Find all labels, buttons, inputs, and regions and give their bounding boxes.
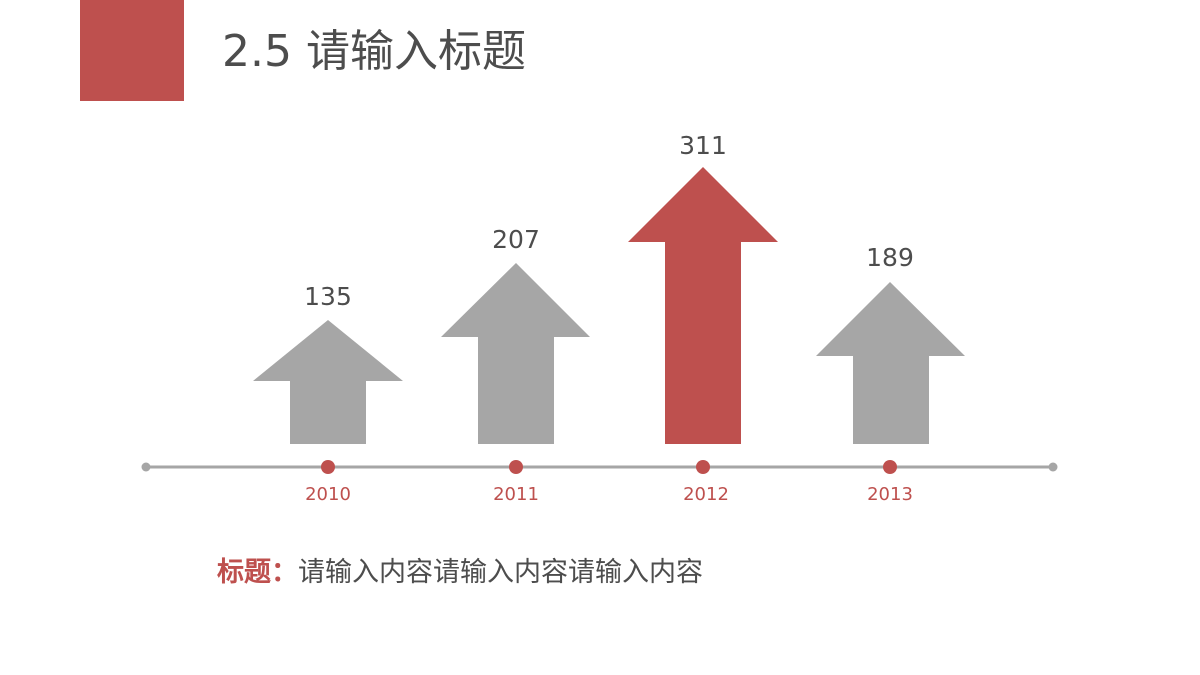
value-label-2012: 311 [679, 131, 727, 160]
year-label-2011: 2011 [493, 484, 539, 505]
timeline-start-cap [141, 462, 151, 472]
year-marker-2010 [321, 460, 335, 474]
value-label-2011: 207 [492, 225, 540, 254]
value-label-2010: 135 [304, 282, 352, 311]
caption-text: 请输入内容请输入内容请输入内容 [298, 557, 703, 588]
year-label-2013: 2013 [867, 484, 913, 505]
arrow-2010 [253, 320, 403, 444]
year-marker-2013 [883, 460, 897, 474]
year-label-2012: 2012 [683, 484, 729, 505]
year-marker-2011 [509, 460, 523, 474]
arrow-2011 [441, 263, 590, 444]
value-label-2013: 189 [866, 243, 914, 272]
arrow-2012 [628, 167, 778, 444]
caption-key: 标题： [217, 557, 298, 588]
title-accent-block [80, 0, 184, 101]
caption: 标题：请输入内容请输入内容请输入内容 [217, 553, 703, 593]
arrow-2013 [816, 282, 965, 444]
timeline-end-cap [1048, 462, 1058, 472]
page-title: 2.5 请输入标题 [222, 26, 526, 77]
year-label-2010: 2010 [305, 484, 351, 505]
year-marker-2012 [696, 460, 710, 474]
